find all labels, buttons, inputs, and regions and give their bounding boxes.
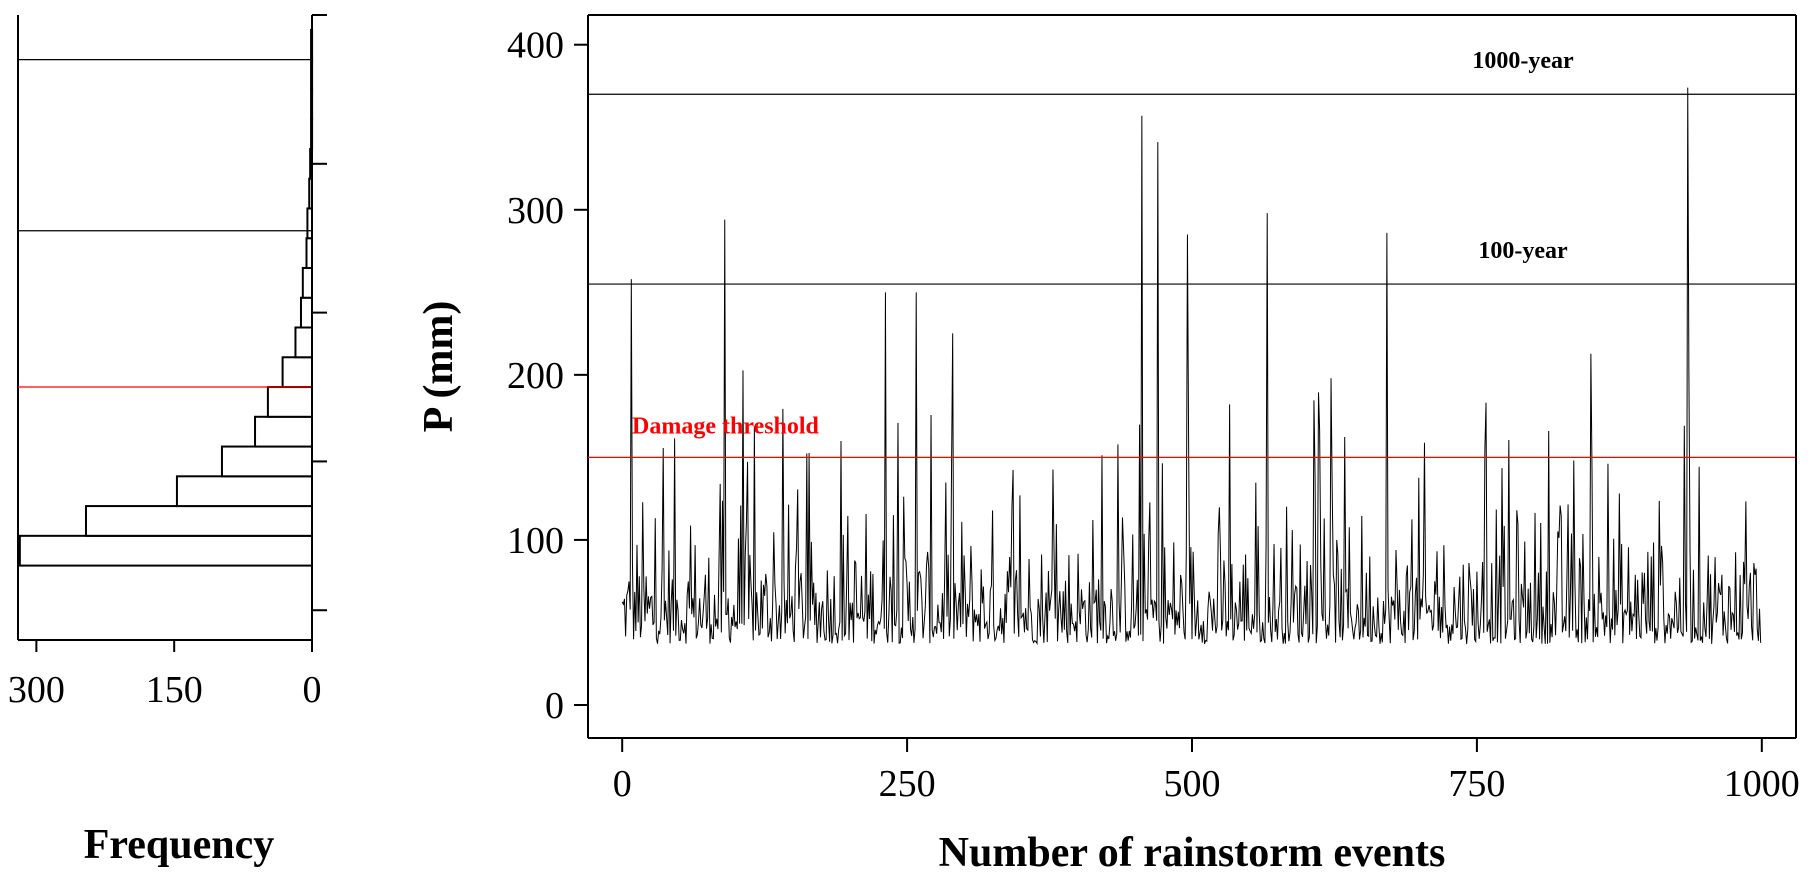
histogram-bars	[18, 28, 314, 567]
histogram-bar	[281, 356, 314, 389]
histogram-x-tick-label: 300	[8, 669, 65, 711]
histogram-x-tick-label: 0	[303, 669, 322, 711]
histogram-bar	[220, 445, 313, 478]
histogram-bar	[254, 415, 314, 448]
series-y-tick-label: 400	[507, 25, 564, 67]
histogram-bar	[18, 534, 314, 567]
series-x-axis-title: Number of rainstorm events	[939, 830, 1446, 876]
series-x-tick-label: 750	[1448, 763, 1505, 805]
histogram-x-axis-title: Frequency	[84, 822, 275, 868]
histogram-y-ticks	[312, 14, 327, 612]
series-y-tick-label: 200	[507, 355, 564, 397]
series-x-tick-label: 0	[613, 763, 632, 805]
histogram-x-tick-label: 150	[146, 669, 203, 711]
series-reference-lines: 1000-year 100-year Damage threshold	[588, 48, 1796, 458]
series-y-axis-title: P (mm)	[416, 301, 462, 433]
series-x-tick-label: 1000	[1724, 763, 1800, 805]
series-y-tick-label: 300	[507, 190, 564, 232]
rainfall-series-panel: 1000-year 100-year Damage threshold 0 250 50…	[416, 14, 1800, 876]
histogram-bar	[84, 505, 313, 537]
return-period-label: 1000-year	[1472, 48, 1574, 74]
series-x-tick-label: 500	[1164, 763, 1221, 805]
series-y-ticks: 0 100 200 300 400	[507, 25, 588, 727]
histogram-bar	[299, 296, 314, 329]
series-y-tick-label: 100	[507, 520, 564, 562]
histogram-bar	[175, 475, 313, 508]
damage-threshold-label: Damage threshold	[632, 413, 820, 439]
return-period-label: 100-year	[1478, 238, 1568, 264]
series-x-tick-label: 250	[879, 763, 936, 805]
histogram-reference-lines	[18, 59, 312, 388]
series-x-ticks: 0 250 500 750 1000	[613, 738, 1800, 805]
histogram-bar	[301, 266, 313, 299]
histogram-x-ticks: 300 150 0	[8, 640, 322, 711]
series-y-tick-label: 0	[545, 685, 564, 727]
rainfall-series-line	[621, 87, 1762, 646]
frequency-histogram-panel: 300 150 0 Frequency	[8, 14, 327, 868]
histogram-bar	[294, 326, 313, 359]
histogram-bar	[266, 386, 313, 418]
